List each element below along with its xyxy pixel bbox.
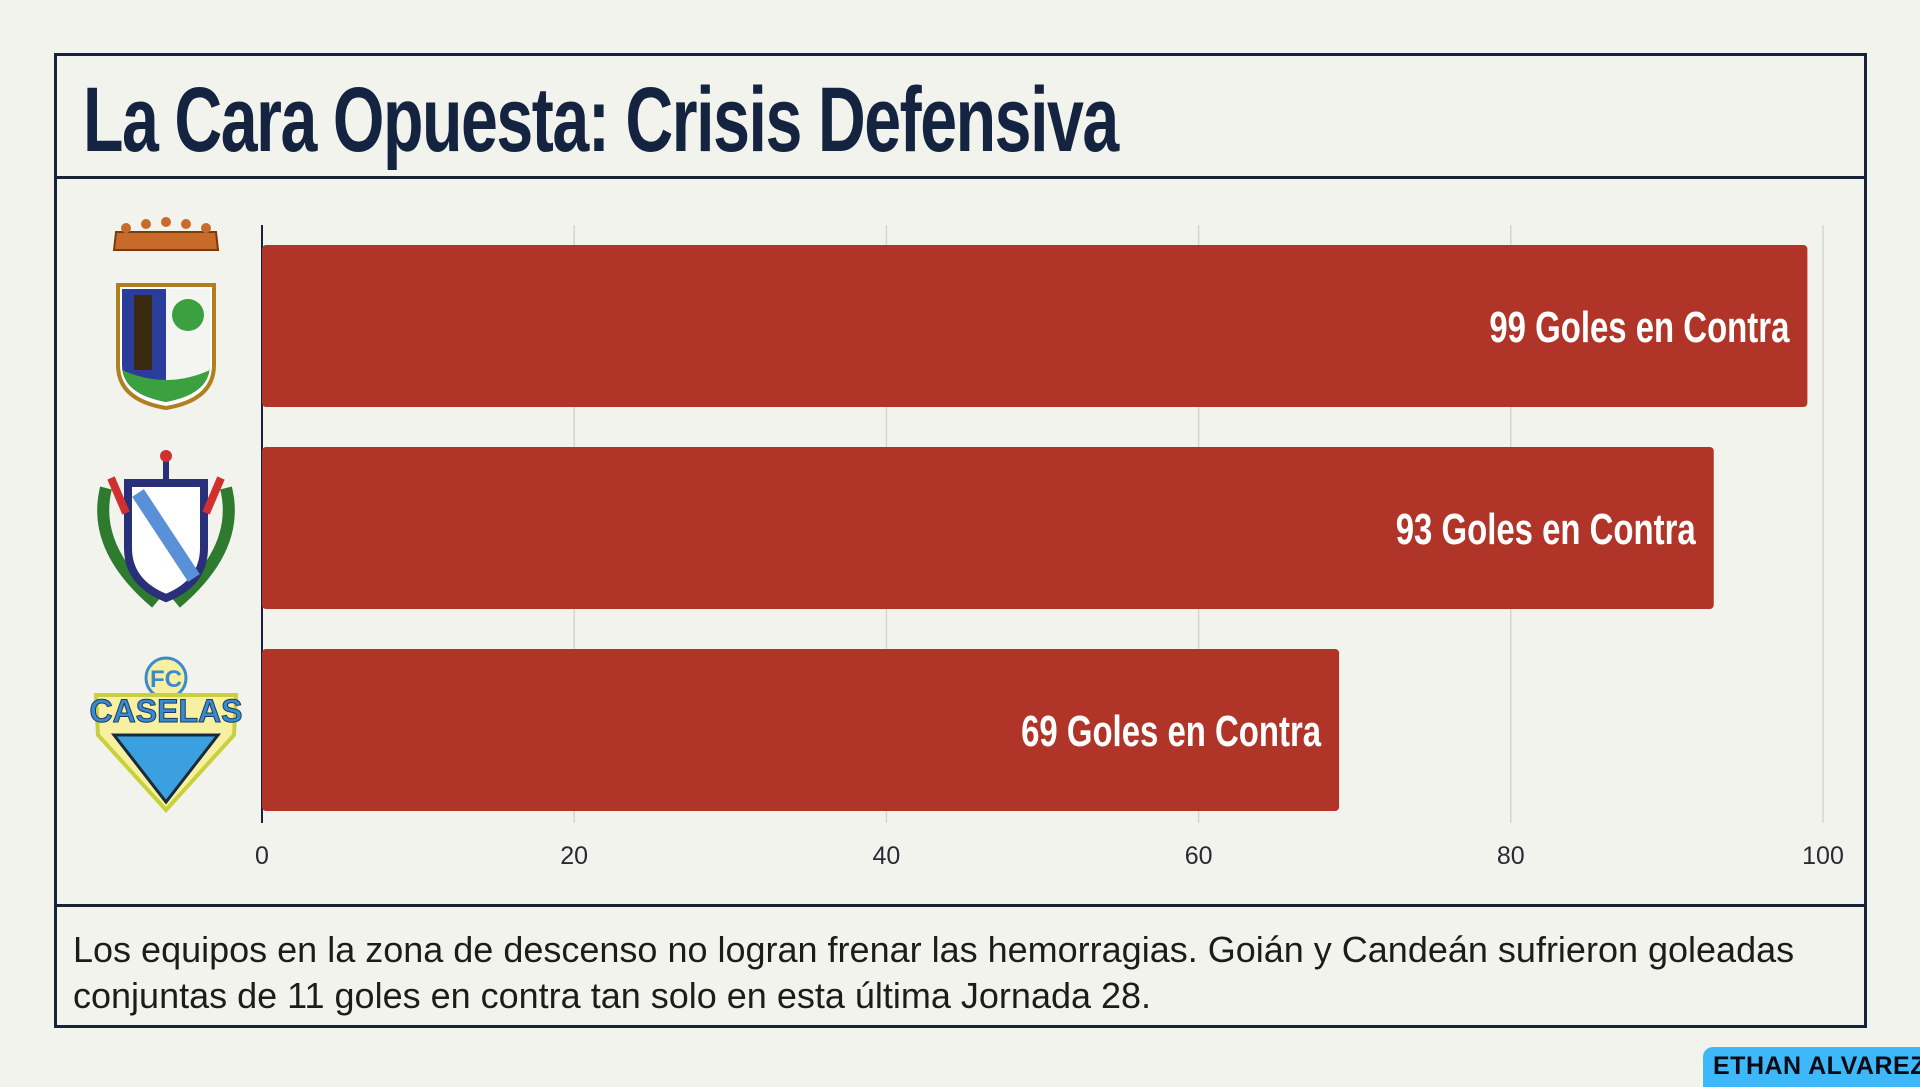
bar-data-label: 99 Goles en Contra bbox=[1489, 303, 1789, 352]
x-tick-label: 20 bbox=[560, 842, 588, 870]
bar bbox=[262, 447, 1714, 609]
title-box: La Cara Opuesta: Crisis Defensiva bbox=[57, 56, 1864, 179]
bar-data-label: 69 Goles en Contra bbox=[1021, 707, 1321, 756]
author-badge: ETHAN ALVAREZ bbox=[1703, 1047, 1920, 1087]
x-tick-label: 40 bbox=[872, 842, 900, 870]
bar bbox=[262, 245, 1808, 407]
page-title: La Cara Opuesta: Crisis Defensiva bbox=[83, 69, 1119, 171]
bar bbox=[262, 649, 1340, 811]
author-name: ETHAN ALVAREZ bbox=[1713, 1052, 1920, 1080]
x-tick-label: 80 bbox=[1497, 842, 1525, 870]
laurel-shield-crest-icon bbox=[97, 450, 235, 608]
x-tick-label: 60 bbox=[1185, 842, 1213, 870]
fc-caselas-crest-icon: FC CASELAS bbox=[89, 656, 243, 813]
footer-text: Los equipos en la zona de descenso no lo… bbox=[73, 929, 1795, 1016]
x-tick-label: 0 bbox=[255, 842, 269, 870]
bar-data-label: 93 Goles en Contra bbox=[1396, 505, 1696, 554]
infographic-frame: La Cara Opuesta: Crisis Defensiva Los eq… bbox=[54, 53, 1867, 1028]
x-tick-label: 100 bbox=[1802, 842, 1844, 870]
crowned-shield-crest-icon bbox=[112, 217, 220, 411]
footer-box: Los equipos en la zona de descenso no lo… bbox=[57, 904, 1864, 1028]
svg-text:FC: FC bbox=[150, 666, 182, 693]
svg-text:CASELAS: CASELAS bbox=[90, 693, 243, 729]
